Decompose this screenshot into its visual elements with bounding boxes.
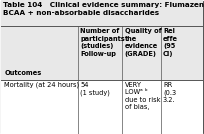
Text: Number of
participants
(studies)
Follow-up: Number of participants (studies) Follow-… [80,28,125,57]
Text: Mortality (at 24 hours): Mortality (at 24 hours) [4,82,80,88]
Text: Quality of
the
evidence
(GRADE): Quality of the evidence (GRADE) [125,28,161,57]
Text: 54
(1 study): 54 (1 study) [80,82,110,96]
Text: RR
(0.3
3.2.: RR (0.3 3.2. [163,82,176,103]
Text: VERY
LOWᵃ ᵇ
due to risk
of bias,: VERY LOWᵃ ᵇ due to risk of bias, [125,82,160,110]
Bar [1,26,203,80]
Bar [1,0,203,26]
Bar [1,80,203,134]
Text: Rel
effe
(95
CI): Rel effe (95 CI) [163,28,178,57]
Text: Outcomes: Outcomes [4,70,42,76]
Text: Table 104   Clinical evidence summary: Flumazenil + BCAA +
BCAA + non-absorbable: Table 104 Clinical evidence summary: Flu… [3,2,204,16]
